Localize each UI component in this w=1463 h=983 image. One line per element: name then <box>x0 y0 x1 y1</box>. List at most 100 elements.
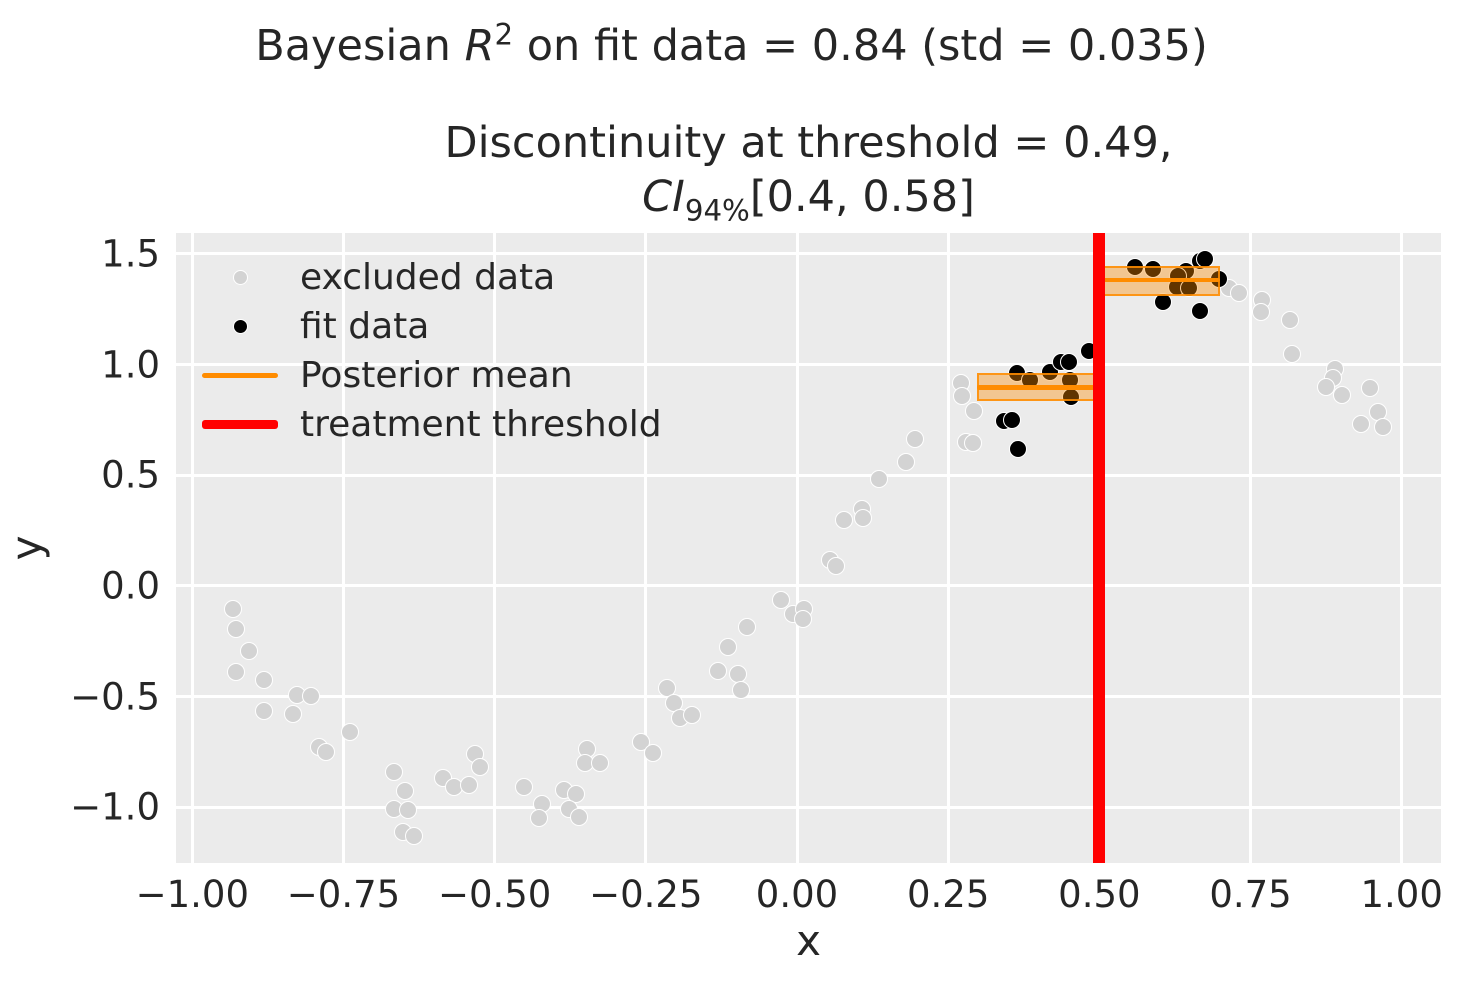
y-gridline <box>176 252 1441 256</box>
excluded-data-point <box>224 600 243 619</box>
x-gridline <box>795 233 799 863</box>
x-gridline <box>1249 233 1253 863</box>
excluded-data-point <box>644 744 663 763</box>
legend-item-excluded-data: excluded data <box>196 253 662 302</box>
excluded-data-point <box>1282 345 1301 364</box>
ci-subscript: 94% <box>684 193 750 228</box>
excluded-data-point <box>1361 379 1380 398</box>
x-tick-label: −0.50 <box>437 873 552 916</box>
y-tick-label: 0.5 <box>101 453 160 497</box>
y-axis-label: y <box>1 535 51 561</box>
treatment-threshold-legend-marker <box>202 420 278 429</box>
excluded-data-point <box>1230 283 1249 302</box>
x-tick-label: −1.00 <box>135 873 250 916</box>
plot-region: −1.00 −0.75 −0.50 −0.25 0.00 0.25 0.50 0.75 1.00… <box>70 232 1443 916</box>
legend-item-fit-data: fit data <box>196 302 662 351</box>
fit-data-point <box>1153 292 1172 311</box>
excluded-data-point <box>896 452 915 471</box>
excluded-data-point <box>905 429 924 448</box>
figure-title-suffix: on fit data = 0.84 (std = 0.035) <box>513 21 1208 71</box>
fit-data-point <box>1003 410 1022 429</box>
plot-area <box>176 233 1441 863</box>
excluded-data-point <box>570 808 589 827</box>
posterior-mean-line <box>1099 277 1221 283</box>
excluded-data-point <box>870 470 889 489</box>
excluded-data-point <box>963 433 982 452</box>
x-gridline <box>341 233 345 863</box>
excluded-data-point <box>459 776 478 795</box>
fit-data-point <box>1144 260 1163 279</box>
x-tick-label: −0.75 <box>286 873 401 916</box>
figure-title: Bayesian R2 on fit data = 0.84 (std = 0.… <box>0 20 1463 71</box>
x-gridline <box>946 233 950 863</box>
excluded-data-point <box>708 661 727 680</box>
excluded-data-point <box>953 386 972 405</box>
excluded-data-point <box>794 610 813 629</box>
axes-title-line2: CI94%[0.4, 0.58] <box>176 170 1441 225</box>
x-tick-label: 0.75 <box>1209 873 1292 916</box>
x-gridline <box>190 233 194 863</box>
axes-title-line1: Discontinuity at threshold = 0.49, <box>444 118 1173 168</box>
excluded-data-point <box>284 705 303 724</box>
x-gridline <box>644 233 648 863</box>
excluded-data-point <box>590 753 609 772</box>
excluded-data-point <box>826 557 845 576</box>
legend-item-treatment-threshold: treatment threshold <box>196 400 662 449</box>
figure-title-exponent: 2 <box>494 17 514 52</box>
legend-label: Posterior mean <box>300 355 573 396</box>
x-tick-label: 0.25 <box>906 873 990 916</box>
excluded-data-point <box>853 508 872 527</box>
y-gridline <box>176 363 1441 367</box>
y-gridline <box>176 805 1441 809</box>
excluded-data-point <box>731 681 750 700</box>
legend-label: treatment threshold <box>300 404 662 445</box>
excluded-data-point <box>515 777 534 796</box>
excluded-data-point <box>772 591 791 610</box>
x-gridline <box>1400 233 1404 863</box>
y-gridline <box>176 584 1441 588</box>
legend-label: excluded data <box>300 257 556 298</box>
excluded-data-point <box>226 662 245 681</box>
excluded-data-point <box>396 781 415 800</box>
excluded-data-point <box>682 705 701 724</box>
x-tick-label: 0.50 <box>1058 873 1141 916</box>
ci-interval: [0.4, 0.58] <box>749 172 975 222</box>
y-tick-label: 0.0 <box>101 564 160 608</box>
excluded-data-point <box>340 722 359 741</box>
excluded-data-point <box>965 402 984 421</box>
fit-data-legend-marker <box>232 319 248 334</box>
fit-data-point <box>1190 301 1209 320</box>
excluded-data-point <box>398 801 417 820</box>
axes-title: Discontinuity at threshold = 0.49, CI94%… <box>176 116 1441 225</box>
excluded-data-point <box>1316 377 1335 396</box>
y-tick-label: 1.0 <box>101 343 160 387</box>
excluded-data-point <box>405 827 424 846</box>
excluded-data-point <box>470 757 489 776</box>
y-tick-label: −0.5 <box>70 675 160 719</box>
excluded-data-point <box>316 742 335 761</box>
excluded-data-point <box>835 510 854 529</box>
legend-label: fit data <box>300 306 430 347</box>
excluded-data-point <box>226 620 245 639</box>
excluded-data-point <box>1251 302 1270 321</box>
excluded-data-point <box>719 637 738 656</box>
treatment-threshold-line <box>1093 233 1106 863</box>
figure-title-math-var: R <box>464 21 495 71</box>
x-tick-label: 1.00 <box>1360 873 1443 916</box>
excluded-data-point <box>530 809 549 828</box>
posterior-mean-line <box>976 385 1100 390</box>
excluded-data-point <box>1351 414 1370 433</box>
excluded-data-point <box>1373 417 1392 436</box>
fit-data-point <box>1060 352 1079 371</box>
excluded-data-point <box>1280 310 1299 329</box>
x-axis-label: x <box>796 916 821 965</box>
y-tick-label: 1.5 <box>101 232 160 276</box>
y-gridline <box>176 695 1441 699</box>
excluded-data-point <box>240 641 259 660</box>
figure-title-prefix: Bayesian <box>255 21 465 71</box>
excluded-data-point <box>1333 386 1352 405</box>
legend: excluded data fit data Posterior mean tr… <box>196 253 662 449</box>
x-tick-label: −0.25 <box>589 873 703 916</box>
excluded-data-point <box>301 687 320 706</box>
